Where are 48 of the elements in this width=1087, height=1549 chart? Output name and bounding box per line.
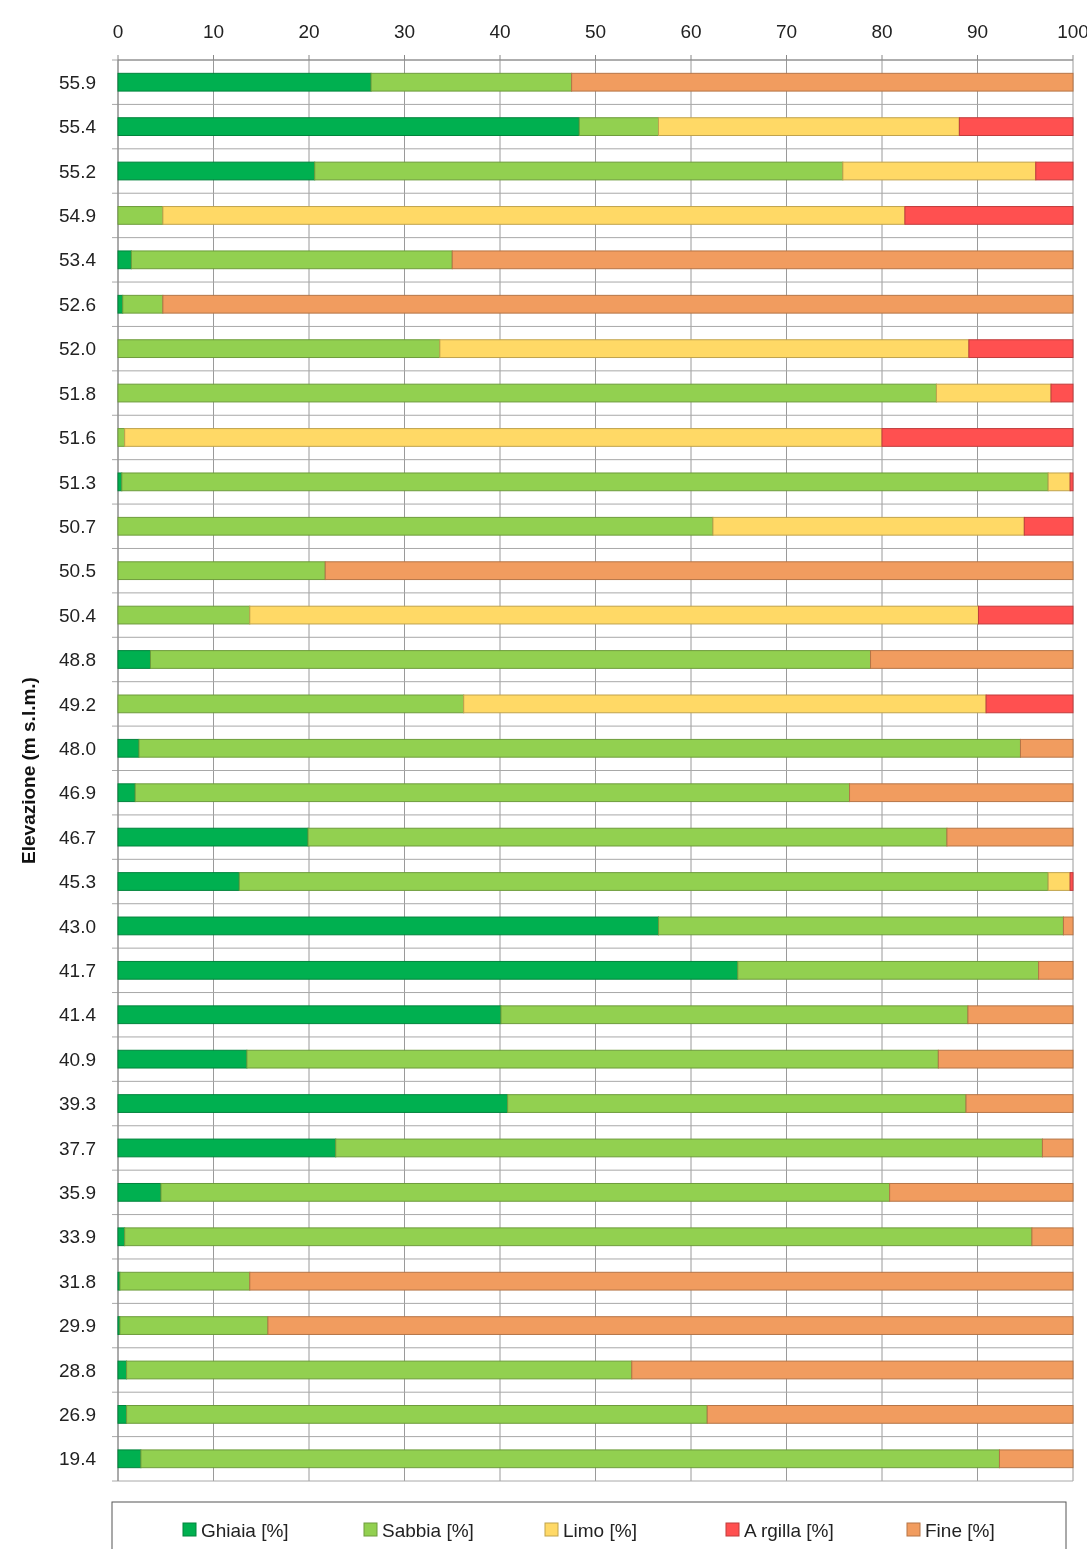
y-tick-label: 35.9 bbox=[59, 1182, 96, 1204]
y-tick-label: 48.0 bbox=[59, 737, 96, 759]
legend-label: A rgilla [%] bbox=[744, 1519, 834, 1541]
y-tick-label: 41.7 bbox=[59, 959, 96, 981]
y-tick-label: 55.9 bbox=[59, 71, 96, 93]
y-tick-label: 39.3 bbox=[59, 1093, 96, 1115]
y-tick-label: 40.9 bbox=[59, 1048, 96, 1070]
y-tick-label: 52.6 bbox=[59, 293, 96, 315]
y-tick-label: 51.6 bbox=[59, 427, 96, 449]
y-tick-label: 41.4 bbox=[59, 1004, 97, 1026]
y-tick-label: 49.2 bbox=[59, 693, 96, 715]
y-tick-label: 43.0 bbox=[59, 915, 96, 937]
x-tick-label: 70 bbox=[775, 21, 798, 42]
y-tick-label: 55.4 bbox=[59, 116, 97, 138]
legend-label: Ghiaia [%] bbox=[201, 1519, 289, 1541]
x-tick-label: 60 bbox=[680, 21, 702, 42]
y-tick-label: 55.2 bbox=[59, 160, 96, 182]
y-tick-label: 19.4 bbox=[59, 1448, 97, 1470]
y-tick-label: 46.9 bbox=[59, 782, 96, 804]
y-tick-label: 48.8 bbox=[59, 649, 96, 671]
x-tick-label: 0 bbox=[112, 21, 124, 42]
y-tick-label: 28.8 bbox=[59, 1359, 96, 1381]
y-tick-label: 51.3 bbox=[59, 471, 96, 493]
y-tick-label: 45.3 bbox=[59, 871, 96, 893]
x-tick-label: 90 bbox=[966, 21, 989, 42]
y-tick-label: 50.5 bbox=[59, 560, 96, 582]
y-tick-label: 54.9 bbox=[59, 205, 96, 227]
legend-label: Sabbia [%] bbox=[382, 1519, 474, 1541]
y-tick-label: 50.7 bbox=[59, 515, 96, 537]
x-tick-label: 40 bbox=[489, 21, 511, 42]
x-tick-label: 50 bbox=[584, 21, 607, 42]
legend-label: Limo [%] bbox=[563, 1519, 637, 1541]
y-tick-label: 31.8 bbox=[59, 1270, 96, 1292]
y-tick-label: 26.9 bbox=[59, 1404, 96, 1426]
y-tick-label: 52.0 bbox=[59, 338, 96, 360]
y-axis-title: Elevazione (m s.l.m.) bbox=[18, 677, 39, 864]
x-tick-label: 20 bbox=[298, 21, 320, 42]
y-tick-label: 46.7 bbox=[59, 826, 96, 848]
y-tick-label: 50.4 bbox=[59, 604, 97, 626]
y-tick-label: 33.9 bbox=[59, 1226, 96, 1248]
x-tick-label: 80 bbox=[871, 21, 893, 42]
y-tick-label: 51.8 bbox=[59, 382, 96, 404]
y-tick-label: 29.9 bbox=[59, 1315, 96, 1337]
y-tick-label: 37.7 bbox=[59, 1137, 96, 1159]
y-tick-label: 53.4 bbox=[59, 249, 97, 271]
x-tick-label: 30 bbox=[393, 21, 416, 42]
x-tick-label: 10 bbox=[202, 21, 225, 42]
legend-label: Fine [%] bbox=[925, 1519, 995, 1541]
